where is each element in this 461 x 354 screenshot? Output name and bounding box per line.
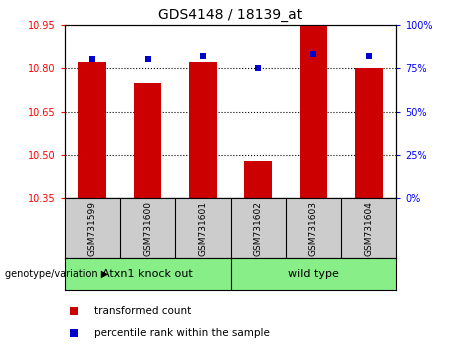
Bar — [189, 62, 217, 198]
Text: GSM731604: GSM731604 — [364, 201, 373, 256]
Text: percentile rank within the sample: percentile rank within the sample — [95, 328, 270, 338]
Bar — [300, 25, 327, 198]
Bar — [134, 82, 161, 198]
Bar — [78, 62, 106, 198]
Text: transformed count: transformed count — [95, 306, 192, 316]
Text: GSM731602: GSM731602 — [254, 201, 263, 256]
Text: GSM731600: GSM731600 — [143, 201, 152, 256]
Text: Atxn1 knock out: Atxn1 knock out — [102, 269, 193, 279]
Text: genotype/variation ▶: genotype/variation ▶ — [5, 269, 108, 279]
Text: GSM731601: GSM731601 — [198, 201, 207, 256]
Bar — [355, 68, 383, 198]
Bar — [244, 161, 272, 198]
Text: GSM731599: GSM731599 — [88, 201, 97, 256]
Text: GSM731603: GSM731603 — [309, 201, 318, 256]
Text: wild type: wild type — [288, 269, 339, 279]
Title: GDS4148 / 18139_at: GDS4148 / 18139_at — [159, 8, 302, 22]
